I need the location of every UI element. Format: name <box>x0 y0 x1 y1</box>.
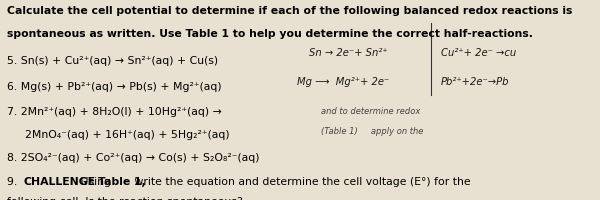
Text: write the equation and determine the cell voltage (E°) for the: write the equation and determine the cel… <box>131 176 470 186</box>
Text: 9.: 9. <box>7 176 21 186</box>
Text: Sn → 2e⁻+ Sn²⁺: Sn → 2e⁻+ Sn²⁺ <box>309 48 388 58</box>
Text: Using: Using <box>77 176 114 186</box>
Text: 6. Mg(s) + Pb²⁺(aq) → Pb(s) + Mg²⁺(aq): 6. Mg(s) + Pb²⁺(aq) → Pb(s) + Mg²⁺(aq) <box>7 82 222 92</box>
Text: 8. 2SO₄²⁻(aq) + Co²⁺(aq) → Co(s) + S₂O₈²⁻(aq): 8. 2SO₄²⁻(aq) + Co²⁺(aq) → Co(s) + S₂O₈²… <box>7 152 260 162</box>
Text: 5. Sn(s) + Cu²⁺(aq) → Sn²⁺(aq) + Cu(s): 5. Sn(s) + Cu²⁺(aq) → Sn²⁺(aq) + Cu(s) <box>7 56 218 66</box>
Text: 7. 2Mn²⁺(aq) + 8H₂O(l) + 10Hg²⁺(aq) →: 7. 2Mn²⁺(aq) + 8H₂O(l) + 10Hg²⁺(aq) → <box>7 106 222 116</box>
Text: Pb²⁺+2e⁻→Pb: Pb²⁺+2e⁻→Pb <box>441 77 509 87</box>
Text: Table 1,: Table 1, <box>98 176 146 186</box>
Text: and to determine redox: and to determine redox <box>321 106 421 115</box>
Text: spontaneous as written. Use Table 1 to help you determine the correct half-react: spontaneous as written. Use Table 1 to h… <box>7 29 533 39</box>
Text: 2MnO₄⁻(aq) + 16H⁺(aq) + 5Hg₂²⁺(aq): 2MnO₄⁻(aq) + 16H⁺(aq) + 5Hg₂²⁺(aq) <box>25 129 230 139</box>
Text: following cell. Is the reaction spontaneous?: following cell. Is the reaction spontane… <box>7 196 243 200</box>
Text: Calculate the cell potential to determine if each of the following balanced redo: Calculate the cell potential to determin… <box>7 6 572 16</box>
Text: Mg ⟶  Mg²⁺+ 2e⁻: Mg ⟶ Mg²⁺+ 2e⁻ <box>297 77 389 87</box>
Text: (Table 1)     apply on the: (Table 1) apply on the <box>321 126 424 135</box>
Text: CHALLENGE: CHALLENGE <box>24 176 96 186</box>
Text: Cu²⁺+ 2e⁻ →cu: Cu²⁺+ 2e⁻ →cu <box>441 48 516 58</box>
